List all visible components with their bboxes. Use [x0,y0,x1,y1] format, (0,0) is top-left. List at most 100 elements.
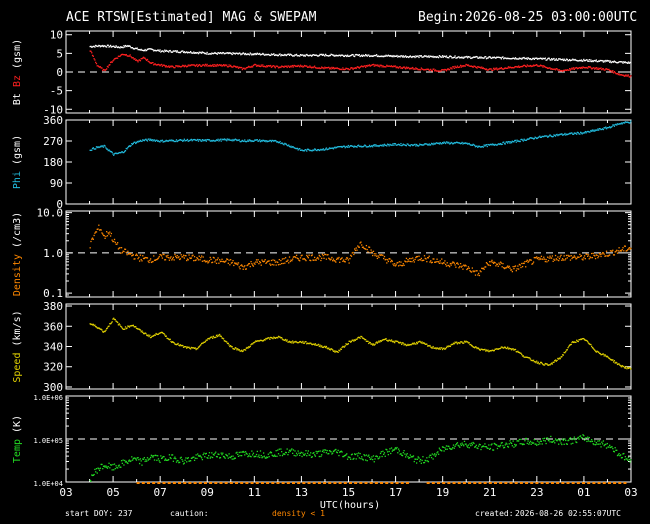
data-point-bt [539,57,542,59]
data-point-phi [426,144,429,146]
data-point-bz [355,67,357,70]
data-point-density [619,250,621,252]
data-point-bz [274,67,277,69]
data-point-speed [570,343,572,346]
data-point-speed [126,327,128,329]
data-point-speed [375,342,377,344]
data-point-speed [425,343,427,345]
data-point-density [306,255,309,258]
caution-marker [286,482,290,484]
data-point-speed [244,348,246,351]
data-point-bz [171,65,174,67]
data-point-bz [267,65,269,67]
data-point-speed [118,323,120,325]
data-point-bz [250,66,252,68]
data-point-speed [361,337,364,339]
data-point-temp [376,456,379,458]
data-point-bz [281,65,284,68]
data-point-density [146,257,149,259]
data-point-speed [349,340,351,342]
data-point-density [178,256,180,258]
data-point-bt [332,54,334,56]
data-point-bz [554,69,557,71]
data-point-speed [589,343,591,346]
data-point-temp [416,458,419,460]
data-point-temp [495,443,497,446]
data-point-temp [382,450,384,452]
data-point-density [512,266,514,268]
data-point-temp [260,454,262,457]
data-point-bz [318,67,320,69]
data-point-speed [342,345,344,348]
data-point-bz [386,65,389,67]
data-point-phi [516,139,518,141]
data-point-phi [313,148,316,150]
data-point-speed [525,356,528,358]
data-point-speed [268,337,270,339]
data-point-speed [147,334,149,336]
data-point-density [505,267,507,269]
data-point-phi [211,139,213,142]
data-point-density [395,264,397,266]
data-point-bt [462,56,464,58]
data-point-bt [266,53,269,56]
data-point-speed [506,347,508,350]
data-point-speed [138,328,140,330]
data-point-bt [101,45,103,47]
data-point-temp [130,460,132,462]
data-point-temp [261,457,263,459]
data-point-speed [533,361,535,363]
data-point-temp [239,454,241,457]
data-point-phi [154,140,156,142]
data-point-bz [142,56,145,58]
data-point-bt [630,62,632,64]
data-point-speed [405,344,408,347]
data-point-bz [150,62,153,64]
data-point-speed [399,341,401,343]
data-point-phi [419,143,421,145]
data-point-density [295,256,297,259]
data-point-temp [344,454,346,457]
data-point-density [253,262,255,264]
data-point-bt [197,52,200,55]
data-point-bz [502,68,504,70]
data-point-bz [144,57,146,59]
caution-marker [338,482,342,484]
data-point-bt [131,47,133,49]
data-point-temp [402,452,404,454]
caution-marker [178,482,182,484]
data-point-phi [275,140,277,142]
data-point-temp [404,453,406,455]
data-point-bz [155,64,157,66]
data-point-phi [590,129,592,132]
data-point-density [170,256,172,258]
data-point-bz [107,66,109,68]
data-point-density [235,263,237,265]
data-point-bz [518,66,521,68]
data-point-phi [341,146,343,149]
data-point-temp [459,446,461,448]
data-point-speed [127,325,129,327]
data-point-bt [164,50,167,52]
data-point-phi [600,128,602,131]
data-point-phi [481,146,483,148]
data-point-bt [295,53,298,56]
data-point-bt [438,55,441,57]
data-point-bz [581,67,583,69]
data-point-bz [300,65,302,68]
data-point-density [315,259,317,261]
data-point-bz [387,65,390,67]
data-point-bt [561,58,564,60]
data-point-density [575,258,577,260]
data-point-phi [572,133,574,135]
data-point-bz [109,61,112,64]
data-point-speed [433,347,435,349]
data-point-speed [383,338,385,341]
data-point-bz [153,63,156,65]
data-point-phi [215,139,218,141]
data-point-bt [284,53,286,56]
data-point-speed [364,338,366,341]
data-point-speed [248,346,250,348]
data-point-bt [504,57,506,59]
caution-marker [499,482,503,484]
